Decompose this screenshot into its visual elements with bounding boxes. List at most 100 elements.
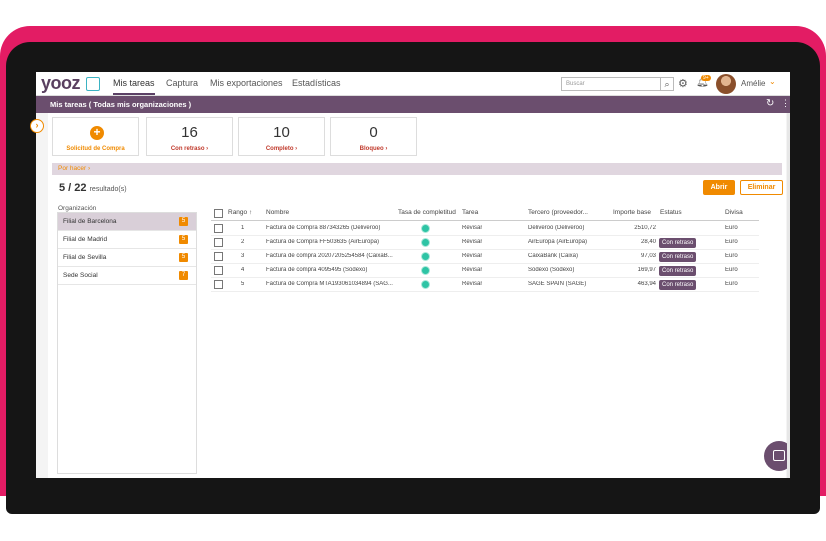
chevron-down-icon[interactable]: ⌄	[769, 77, 776, 86]
column-header-tercero[interactable]: Tercero (proveedor...	[528, 209, 588, 216]
content-area: + Solicitud de Compra 16 Con retraso › 1…	[36, 113, 790, 478]
completion-indicator	[421, 224, 430, 233]
logo-icon	[86, 77, 100, 91]
column-header-importe[interactable]: Importe base	[613, 209, 651, 216]
completion-indicator	[421, 280, 430, 289]
row-rank: 5	[241, 281, 245, 287]
page-header: Mis tareas ( Todas mis organizaciones ) …	[36, 96, 790, 113]
card-completo[interactable]: 10 Completo ›	[238, 117, 325, 156]
org-item-sede-social[interactable]: Sede Social 7	[58, 267, 196, 285]
refresh-icon[interactable]: ↻	[766, 98, 775, 109]
row-third-party: CaixaBank (Caixa)	[528, 253, 579, 259]
row-checkbox[interactable]	[214, 266, 223, 275]
row-amount: 169,97	[637, 267, 656, 273]
table-row[interactable]: 2 Factura de Compra FF503635 (AirEuropa)…	[211, 236, 759, 250]
row-task: Revisar	[462, 225, 483, 231]
row-name[interactable]: Factura de Compra FF503635 (AirEuropa)	[266, 239, 380, 245]
row-rank: 4	[241, 267, 245, 273]
select-all-checkbox[interactable]	[214, 209, 223, 218]
row-third-party: Deliveroo (Deliveroo)	[528, 225, 585, 231]
card-label: Solicitud de Compra	[66, 146, 125, 152]
org-item-madrid[interactable]: Filial de Madrid 5	[58, 231, 196, 249]
plus-icon: +	[90, 126, 104, 140]
completion-indicator	[421, 266, 430, 275]
status-badge: Con retraso	[659, 238, 697, 248]
search-input[interactable]: Buscar	[561, 77, 661, 91]
count-badge: 5	[179, 217, 188, 226]
row-checkbox[interactable]	[214, 224, 223, 233]
tab-captura[interactable]: Captura	[166, 78, 199, 88]
collapse-toggle[interactable]: ›	[30, 119, 44, 133]
table-row[interactable]: 5 Factura de Compra MTA193061034894 (SAG…	[211, 278, 759, 292]
row-amount: 97,03	[640, 253, 656, 259]
row-task: Revisar	[462, 281, 483, 287]
card-value: 10	[273, 124, 290, 141]
section-label: Por hacer ›	[58, 165, 91, 172]
row-amount: 28,40	[640, 239, 656, 245]
notification-badge: 9+	[701, 75, 711, 81]
card-solicitud-compra[interactable]: + Solicitud de Compra	[52, 117, 139, 156]
row-third-party: Sodexo (Sodexo)	[528, 267, 575, 273]
section-por-hacer[interactable]: Por hacer ›	[52, 163, 782, 175]
column-header-rango[interactable]: Rango ↑	[228, 209, 253, 216]
table-row[interactable]: 3 Factura de compra 20207205254584 (Caix…	[211, 250, 759, 264]
row-rank: 3	[241, 253, 245, 259]
column-header-divisa[interactable]: Divisa	[725, 209, 743, 216]
status-badge: Con retraso	[659, 266, 697, 276]
row-currency: Euro	[725, 267, 738, 273]
table-row[interactable]: 4 Factura de compra 4095495 (Sodexo) Rev…	[211, 264, 759, 278]
column-header-tarea[interactable]: Tarea	[462, 209, 479, 216]
row-checkbox[interactable]	[214, 238, 223, 247]
card-label: Bloqueo ›	[359, 146, 388, 152]
row-name[interactable]: Factura de compra 20207205254584 (CaixaB…	[266, 253, 393, 259]
search-icon[interactable]: ⌕	[660, 77, 674, 91]
more-vertical-icon[interactable]: ⋮	[781, 98, 790, 108]
card-value: 16	[181, 124, 198, 141]
open-button[interactable]: Abrir	[703, 180, 735, 195]
tab-estadisticas[interactable]: Estadísticas	[292, 78, 341, 88]
completion-indicator	[421, 252, 430, 261]
row-name[interactable]: Factura de Compra MTA193061034894 (SAG..…	[266, 281, 393, 287]
column-header-estatus[interactable]: Estatus	[660, 209, 682, 216]
card-bloqueo[interactable]: 0 Bloqueo ›	[330, 117, 417, 156]
row-third-party: AirEuropa (AirEuropa)	[528, 239, 588, 245]
card-label: Completo ›	[265, 146, 298, 152]
card-label: Con retraso ›	[170, 146, 209, 152]
table-header-divider	[211, 220, 759, 221]
tab-mis-exportaciones[interactable]: Mis exportaciones	[210, 78, 283, 88]
results-count: 5 / 22 resultado(s)	[59, 182, 127, 194]
organization-list: Filial de Barcelona 5 Filial de Madrid 5…	[57, 212, 197, 474]
row-name[interactable]: Factura de compra 4095495 (Sodexo)	[266, 267, 368, 273]
scrollbar[interactable]	[787, 113, 790, 478]
app-window: yooz Mis tareas Captura Mis exportacione…	[36, 72, 790, 478]
page-title: Mis tareas ( Todas mis organizaciones )	[50, 100, 192, 109]
row-checkbox[interactable]	[214, 252, 223, 261]
row-rank: 2	[241, 239, 245, 245]
table-row[interactable]: 1 Factura de Compra 887343265 (Deliveroo…	[211, 222, 759, 236]
row-task: Revisar	[462, 239, 483, 245]
tab-mis-tareas[interactable]: Mis tareas	[113, 78, 155, 95]
delete-button[interactable]: Eliminar	[740, 180, 783, 195]
main-panel: + Solicitud de Compra 16 Con retraso › 1…	[48, 113, 790, 478]
column-header-nombre[interactable]: Nombre	[266, 209, 290, 216]
gear-icon[interactable]: ⚙	[678, 78, 688, 90]
chat-icon[interactable]	[764, 441, 790, 471]
completion-indicator	[421, 238, 430, 247]
card-value: 0	[369, 124, 378, 141]
row-name[interactable]: Factura de Compra 887343265 (Deliveroo)	[266, 225, 381, 231]
yooz-logo: yooz	[41, 73, 81, 93]
top-navigation: yooz Mis tareas Captura Mis exportacione…	[36, 72, 790, 96]
bell-icon[interactable]: 🔔︎	[696, 77, 709, 88]
row-checkbox[interactable]	[214, 280, 223, 289]
column-header-tasa[interactable]: Tasa de completitud	[398, 209, 456, 216]
row-amount: 463,94	[637, 281, 656, 287]
row-task: Revisar	[462, 267, 483, 273]
row-amount: 2510,72	[634, 225, 656, 231]
org-item-barcelona[interactable]: Filial de Barcelona 5	[58, 213, 196, 231]
card-con-retraso[interactable]: 16 Con retraso ›	[146, 117, 233, 156]
row-currency: Euro	[725, 239, 738, 245]
org-item-sevilla[interactable]: Filial de Sevilla 5	[58, 249, 196, 267]
avatar[interactable]	[716, 74, 736, 94]
user-name[interactable]: Amélie	[741, 79, 766, 88]
row-currency: Euro	[725, 281, 738, 287]
